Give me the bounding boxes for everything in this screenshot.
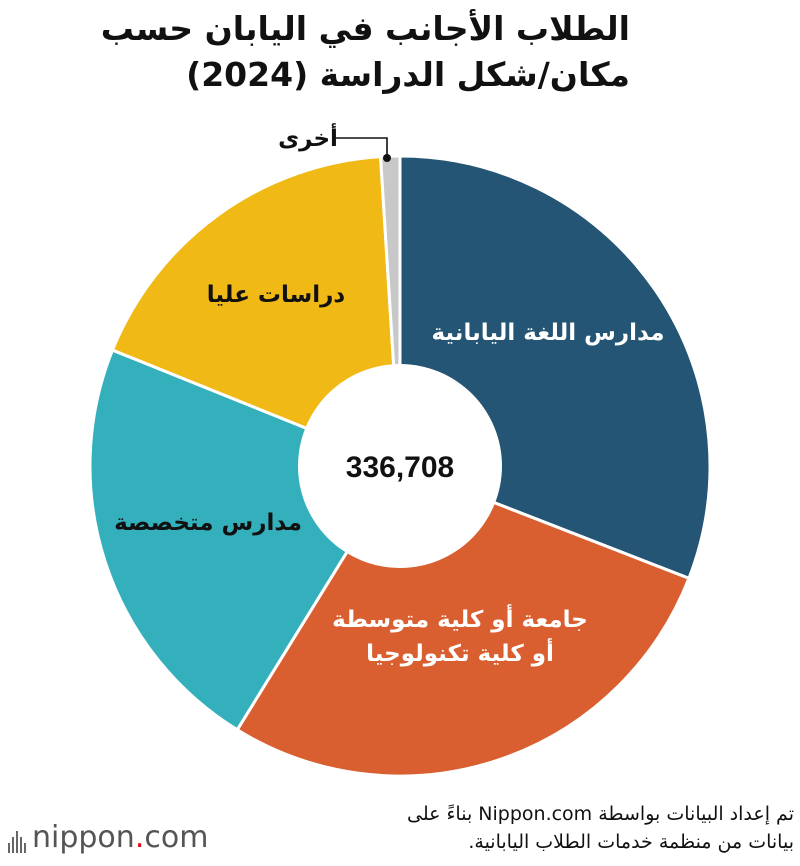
nippon-logo: nippon. com (8, 820, 208, 855)
source-note-line-1: تم إعداد البيانات بواسطة Nippon.com بناء… (407, 803, 794, 825)
chart-title-line-1: الطلاب الأجانب في اليابان حسب (100, 9, 630, 48)
donut-hole (298, 364, 502, 568)
chart-title: الطلاب الأجانب في اليابان حسب مكان/شكل ا… (30, 6, 630, 98)
total-label: 336,708 (346, 451, 454, 484)
logo-text-tld: com (144, 820, 209, 855)
source-note: تم إعداد البيانات بواسطة Nippon.com بناء… (274, 800, 794, 856)
slice-3 (110, 155, 402, 469)
slice-label-3: دراسات عليا (207, 282, 346, 308)
leader-dot-other (383, 154, 391, 162)
leader-line-other (334, 137, 388, 158)
logo-text-dot: . (134, 820, 145, 855)
source-note-line-2: بيانات من منظمة خدمات الطلاب اليابانية. (468, 831, 794, 853)
donut-chart: 336,708 مدارس اللغة اليابانية جامعة أو كلي… (88, 122, 712, 778)
slice-1 (235, 464, 691, 778)
slice-label-1-line-0: جامعة أو كلية متوسطة (332, 603, 588, 633)
chart-title-line-2: مكان/شكل الدراسة (2024) (186, 55, 630, 94)
slice-label-2-line-0: مدارس متخصصة (114, 510, 302, 536)
slice-label-0: مدارس اللغة اليابانية (431, 320, 664, 346)
slice-label-1: جامعة أو كلية متوسطة أو كلية تكنولوجيا (332, 603, 588, 667)
slice-label-3-line-0: دراسات عليا (207, 282, 346, 308)
slice-label-1-line-1: أو كلية تكنولوجيا (366, 637, 554, 667)
logo-text-main: nippon (32, 820, 135, 855)
logo-bars-icon (8, 823, 26, 853)
slice-label-2: مدارس متخصصة (114, 510, 302, 536)
slice-label-0-line-0: مدارس اللغة اليابانية (431, 320, 664, 346)
slice-label-4-line-0: أخرى (278, 122, 338, 152)
slice-label-4: أخرى (278, 122, 338, 152)
